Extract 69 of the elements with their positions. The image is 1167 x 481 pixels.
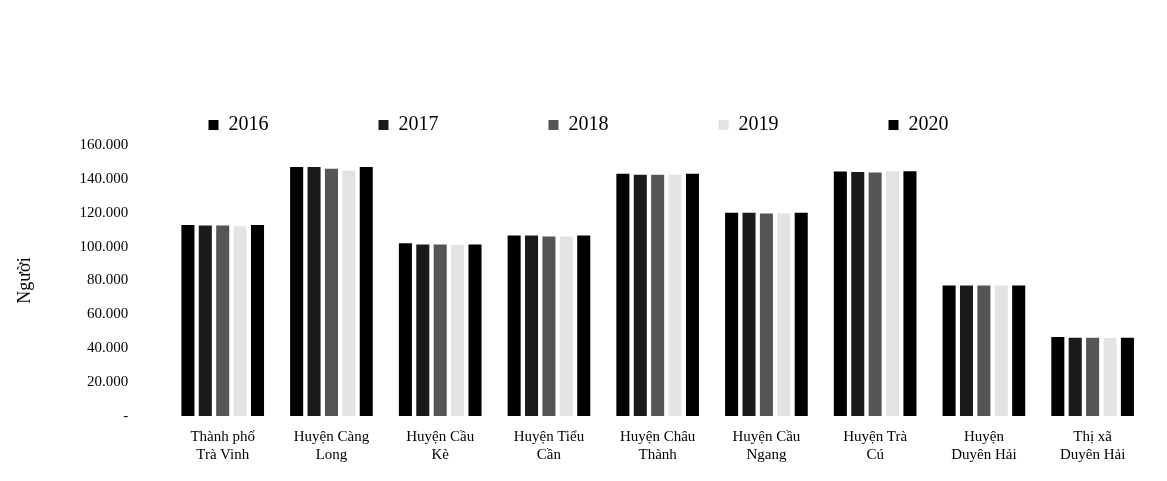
bar bbox=[307, 167, 321, 416]
y-axis-title: Người bbox=[13, 257, 34, 304]
bar bbox=[1103, 338, 1117, 416]
x-tick-label: Huyện Trà Cú bbox=[843, 427, 908, 462]
y-tick-label: 80.000 bbox=[87, 271, 129, 288]
bar bbox=[290, 167, 304, 416]
x-tick-label: Huyện Tiểu Cần bbox=[513, 427, 585, 462]
y-tick-label: - bbox=[123, 406, 129, 423]
bar bbox=[651, 174, 665, 416]
y-tick-label: 120.000 bbox=[79, 203, 129, 220]
legend-label: 2019 bbox=[738, 112, 779, 135]
bar bbox=[851, 172, 865, 416]
bar bbox=[1051, 336, 1065, 416]
bar bbox=[994, 285, 1008, 416]
bar bbox=[742, 212, 756, 416]
y-tick-label: 60.000 bbox=[87, 305, 129, 322]
bar bbox=[616, 173, 630, 416]
x-tick-label: Huyện Cầu Kè bbox=[406, 427, 475, 462]
legend-label: 2017 bbox=[398, 112, 439, 135]
x-tick-label: Huyện Càng Long bbox=[293, 427, 370, 462]
x-tick-label: Thị xã Duyên Hải bbox=[1059, 427, 1126, 462]
bar bbox=[342, 170, 356, 416]
bar bbox=[868, 172, 882, 416]
legend-label: 2018 bbox=[568, 112, 609, 135]
bar bbox=[1120, 337, 1134, 416]
bar bbox=[250, 225, 265, 416]
bar bbox=[886, 171, 900, 416]
bar bbox=[668, 174, 682, 416]
bar bbox=[794, 212, 808, 416]
bar bbox=[542, 236, 556, 416]
bar bbox=[525, 235, 539, 416]
y-tick-label: 160.000 bbox=[79, 135, 129, 152]
bar bbox=[633, 174, 647, 416]
y-tick-label: 20.000 bbox=[87, 373, 129, 390]
bar bbox=[198, 225, 212, 416]
legend-label: 2016 bbox=[228, 112, 269, 135]
bar bbox=[181, 225, 195, 416]
bar bbox=[559, 236, 573, 416]
bar bbox=[577, 235, 591, 416]
bar bbox=[1068, 337, 1082, 416]
legend-label: 2020 bbox=[908, 112, 949, 135]
bar bbox=[777, 213, 791, 416]
bar bbox=[416, 244, 430, 416]
x-tick-label: Huyện Châu Thành bbox=[619, 427, 696, 462]
bar bbox=[725, 212, 739, 416]
x-tick-label: Thành phố Trà Vinh bbox=[190, 427, 256, 462]
bar bbox=[468, 244, 482, 416]
bar bbox=[451, 244, 465, 416]
bar bbox=[507, 235, 521, 416]
x-tick-label: Huyện Cầu Ngang bbox=[732, 427, 801, 462]
bar bbox=[759, 213, 773, 416]
bar bbox=[833, 171, 847, 416]
y-tick-label: 40.000 bbox=[87, 339, 129, 356]
bar bbox=[324, 168, 338, 416]
x-tick-label: Huyện Duyên Hải bbox=[951, 427, 1017, 462]
y-tick-label: 140.000 bbox=[79, 169, 129, 186]
y-tick-label: 100.000 bbox=[79, 237, 129, 254]
bar bbox=[233, 226, 247, 416]
bar bbox=[685, 173, 699, 416]
bar bbox=[216, 225, 230, 416]
bar bbox=[1086, 337, 1100, 416]
bar bbox=[942, 285, 956, 416]
bar bbox=[959, 285, 974, 416]
bar bbox=[1012, 285, 1026, 416]
bar bbox=[903, 171, 917, 416]
bar bbox=[359, 167, 373, 416]
bar bbox=[433, 244, 447, 416]
bar bbox=[977, 285, 991, 416]
bar bbox=[398, 243, 412, 416]
